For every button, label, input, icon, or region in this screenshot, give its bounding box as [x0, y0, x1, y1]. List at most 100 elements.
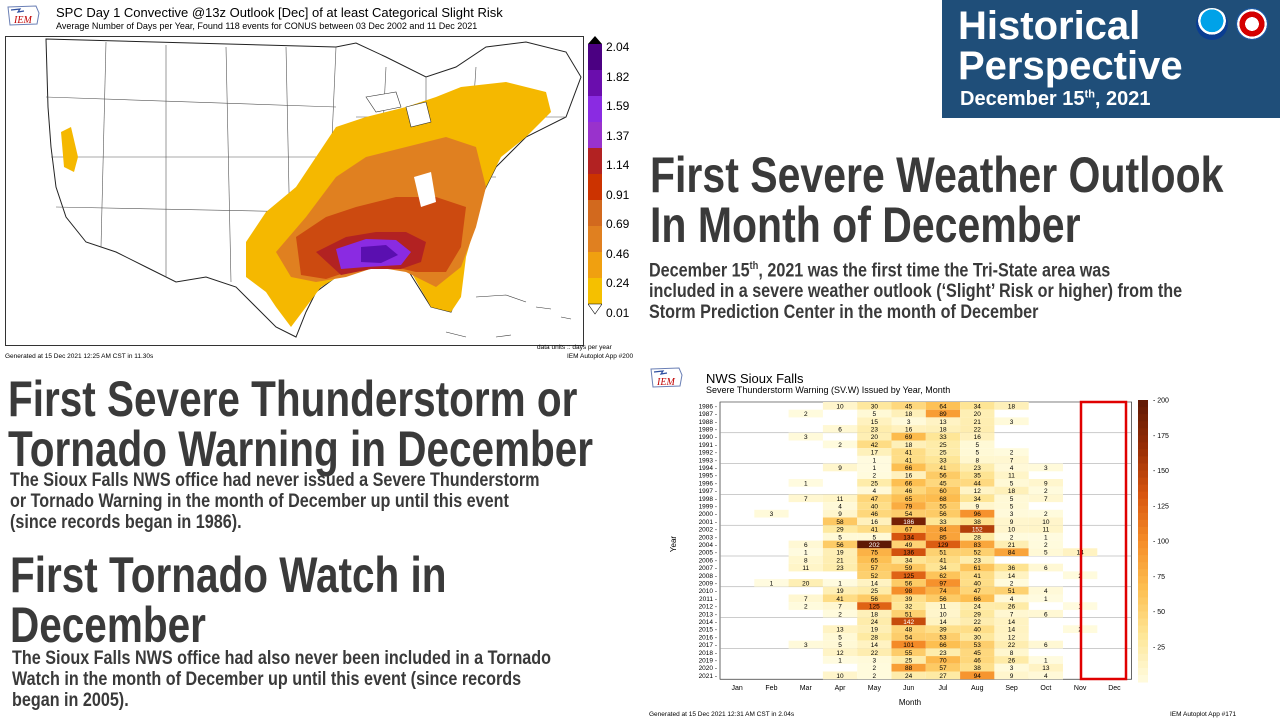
- heatmap-year-tick: 2008 -: [699, 573, 717, 580]
- heatmap-cell-label: 65: [871, 557, 879, 564]
- heatmap-cell: [925, 494, 961, 503]
- map-colorbar-band: [588, 174, 602, 201]
- heatmap-colorbar-tick: - 200: [1153, 398, 1169, 405]
- heatmap-year-tick: 1993 -: [699, 457, 717, 464]
- heatmap-colorbar-band: [1138, 674, 1148, 683]
- heatmap-cell-label: 44: [974, 480, 982, 487]
- heatmap-cell: [925, 509, 961, 518]
- heatmap-cell: [960, 556, 995, 564]
- heatmap-cell-label: 35: [974, 473, 982, 480]
- historical-perspective-banner: Historical Perspective December 15th, 20…: [942, 0, 1280, 118]
- heatmap-cell-label: 6: [1044, 642, 1048, 649]
- heatmap-cell-label: 62: [939, 573, 947, 580]
- heatmap-cell: [960, 440, 995, 449]
- heatmap-cell: [891, 671, 926, 680]
- heatmap-cell: [857, 425, 892, 433]
- heatmap-colorbar-band: [1138, 512, 1148, 521]
- heatmap-cell: [1028, 640, 1063, 649]
- heatmap-cell-label: 29: [974, 611, 982, 618]
- heatmap-month-tick: Sep: [1005, 685, 1018, 692]
- section1-title: First Severe Weather Outlook In Month of…: [650, 147, 1224, 253]
- heatmap-cell-label: 48: [905, 627, 913, 634]
- heatmap-cell-label: 57: [871, 565, 879, 572]
- heatmap-cell: [891, 502, 926, 510]
- map-colorbar-band: [588, 70, 602, 97]
- heatmap-colorbar-band: [1138, 653, 1148, 662]
- heatmap-cell-label: 54: [905, 511, 913, 518]
- heatmap-cell-label: 1: [1044, 658, 1048, 665]
- conus-map: [45, 38, 582, 338]
- heatmap-cell-label: 24: [974, 604, 982, 611]
- heatmap-cell-label: 129: [938, 542, 949, 549]
- heatmap-cell: [857, 463, 892, 472]
- heatmap-cell: [1028, 671, 1063, 680]
- heatmap-cell-label: 23: [974, 557, 982, 564]
- heatmap-cell: [754, 579, 789, 587]
- heatmap-cell: [1028, 563, 1063, 572]
- heatmap-cell-label: 12: [836, 650, 844, 657]
- heatmap-cell: [925, 455, 961, 464]
- heatmap-cell-label: 33: [939, 457, 947, 464]
- heatmap-cell: [857, 540, 892, 549]
- heatmap-cell-label: 41: [939, 557, 947, 564]
- heatmap-cell-label: 134: [903, 534, 914, 541]
- heatmap-cell-label: 47: [871, 496, 879, 503]
- heatmap-cell-label: 8: [1010, 650, 1014, 657]
- heatmap-cell-label: 74: [939, 588, 947, 595]
- heatmap-xlabel: Month: [899, 698, 921, 707]
- heatmap-month-tick: Apr: [835, 685, 847, 692]
- heatmap-colorbar-band: [1138, 639, 1148, 648]
- heatmap-month-tick: Jul: [938, 685, 947, 692]
- heatmap-cell: [1028, 609, 1063, 618]
- heatmap-cell-label: 46: [905, 488, 913, 495]
- heatmap-cell: [857, 417, 892, 426]
- heatmap-year-tick: 2007 -: [699, 565, 717, 572]
- heatmap-cell-label: 34: [939, 565, 947, 572]
- heatmap-cell: [788, 594, 823, 603]
- heatmap-cell-label: 16: [905, 473, 913, 480]
- heatmap-cell-label: 41: [905, 457, 913, 464]
- heatmap-colorbar-band: [1138, 604, 1148, 612]
- heatmap-month-tick: Feb: [765, 685, 777, 692]
- heatmap-cell-label: 20: [871, 434, 879, 441]
- heatmap-year-tick: 1995 -: [699, 473, 717, 480]
- heatmap-cell-label: 5: [873, 534, 877, 541]
- heatmap-colorbar-band: [1138, 400, 1148, 408]
- heatmap-cell-label: 25: [871, 588, 879, 595]
- heatmap-cell: [960, 609, 995, 618]
- heatmap-cell-label: 32: [905, 604, 913, 611]
- banner-line1: Historical: [958, 4, 1141, 48]
- heatmap-cell: [925, 602, 961, 610]
- heatmap-cell: [994, 579, 1029, 587]
- heatmap-cell: [822, 502, 858, 510]
- heatmap-year-tick: 1990 -: [699, 434, 717, 441]
- heatmap-cell-label: 6: [1044, 611, 1048, 618]
- heatmap-cell: [754, 509, 789, 518]
- heatmap-cell: [891, 448, 926, 456]
- heatmap-colorbar-band: [1138, 583, 1148, 591]
- heatmap-cell-label: 23: [836, 565, 844, 572]
- heatmap-cell: [857, 448, 892, 456]
- heatmap-cell-label: 202: [869, 542, 880, 549]
- heatmap-cell: [925, 471, 961, 479]
- heatmap-colorbar-band: [1138, 477, 1148, 486]
- heatmap-cell: [994, 517, 1029, 526]
- heatmap-cell: [925, 402, 961, 410]
- heatmap-cell-label: 11: [837, 496, 844, 503]
- heatmap-cell: [857, 548, 892, 556]
- heatmap-cell-label: 9: [838, 465, 842, 472]
- heatmap-cell: [891, 417, 926, 426]
- map-colorbar-band: [588, 44, 602, 71]
- heatmap-cell-label: 46: [871, 511, 879, 518]
- heatmap-cell: [788, 563, 823, 572]
- heatmap-cell-label: 22: [974, 427, 982, 434]
- heatmap-cell-label: 21: [974, 419, 982, 426]
- banner-line2: Perspective: [958, 44, 1183, 88]
- map-colorbar-band: [588, 200, 602, 227]
- heatmap-cell: [994, 648, 1029, 657]
- heatmap-year-tick: 1996 -: [699, 480, 717, 487]
- heatmap-cell: [1028, 494, 1063, 503]
- heatmap-cell: [891, 425, 926, 433]
- heatmap-cell: [925, 648, 961, 657]
- heatmap-cell: [822, 640, 858, 649]
